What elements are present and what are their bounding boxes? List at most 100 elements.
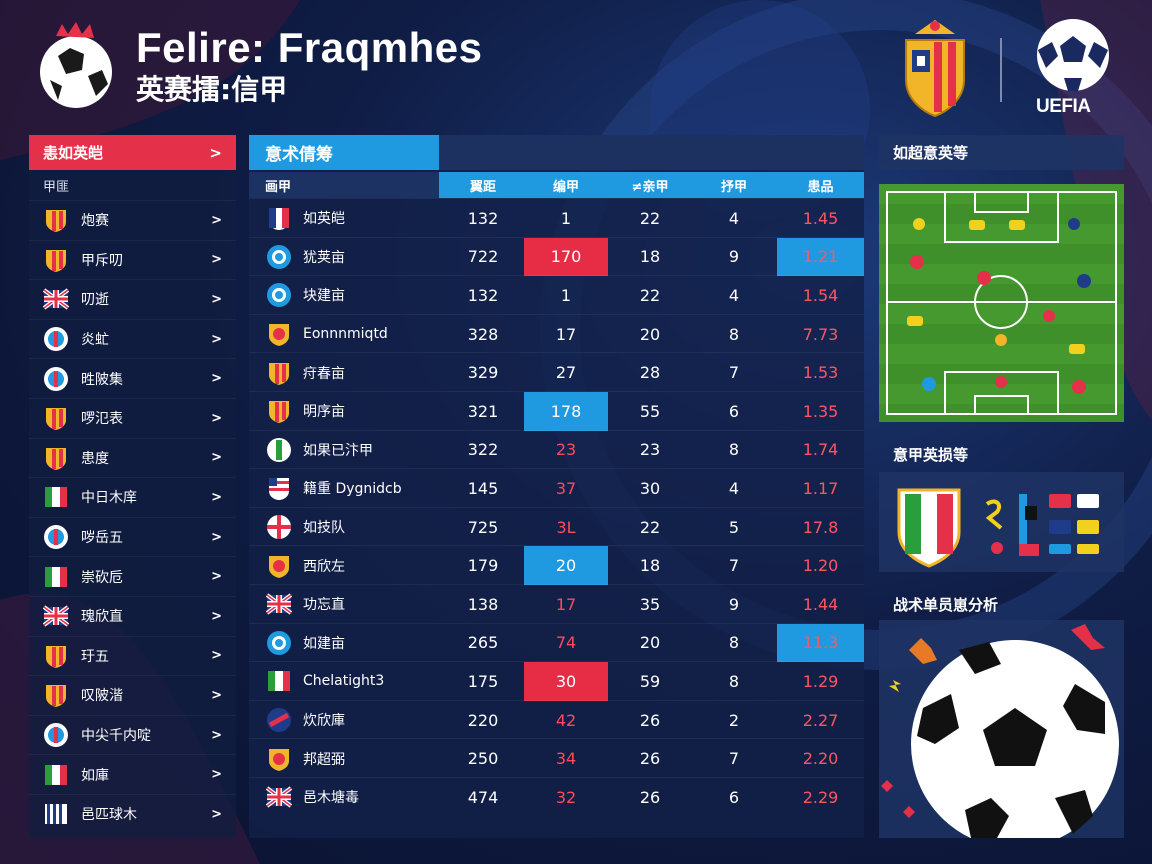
table-row[interactable]: 如英皑 132 1 22 4 1.45: [249, 198, 864, 238]
team-name-cell: 邑木塘毒: [303, 790, 359, 807]
column-header[interactable]: 患品: [807, 179, 834, 195]
team-name: 患度: [81, 450, 109, 467]
table-row[interactable]: 籍重 Dygnidcb 145 37 30 4 1.17: [249, 468, 864, 508]
stat-cell-c1: 725: [467, 517, 499, 537]
team-list-item[interactable]: 哕岳五 >: [29, 516, 236, 557]
formation-pitch[interactable]: [879, 184, 1124, 422]
column-header[interactable]: ≠亲甲: [631, 179, 669, 195]
team-name: 叨逝: [81, 292, 109, 309]
team-list-item[interactable]: 炮赛 >: [29, 200, 236, 240]
shield-red-yellow-icon: [43, 643, 69, 669]
table-row[interactable]: 犹荚亩 722 170 18 9 1.21: [249, 236, 864, 277]
stat-cell-c4: 8: [728, 671, 740, 691]
table-row[interactable]: 如技队 725 3L 22 5 17.8: [249, 506, 864, 547]
table-row[interactable]: 邦超弼 250 34 26 7 2.20: [249, 738, 864, 778]
stat-cell-c1: 250: [467, 749, 499, 769]
tab-tactics[interactable]: 意术倩筹: [249, 135, 439, 170]
table-row[interactable]: 邑木塘毒 474 32 26 6 2.29: [249, 777, 864, 817]
chevron-right-icon: >: [211, 331, 222, 347]
team-list-item[interactable]: 崇砍卮 >: [29, 556, 236, 596]
italy-flag-icon: [43, 762, 69, 788]
table-row[interactable]: 炊欣庫 220 42 26 2 2.27: [249, 699, 864, 740]
team-name-cell: 犹荚亩: [303, 249, 345, 266]
chevron-right-icon: >: [211, 371, 222, 387]
chevron-right-icon: >: [211, 687, 222, 703]
stat-cell-c4: 6: [728, 401, 740, 421]
team-list-item[interactable]: 啰氾表 >: [29, 397, 236, 438]
stat-cell-c2: 17: [555, 324, 577, 344]
team-list-item[interactable]: 如庫 >: [29, 754, 236, 794]
stat-cell-c4: 8: [728, 633, 740, 653]
table-row[interactable]: 疛春亩 329 27 28 7 1.53: [249, 352, 864, 392]
table-row[interactable]: 如建亩 265 74 20 8 11.3: [249, 622, 864, 663]
stat-cell-c5: 2.29: [802, 787, 839, 807]
stat-cell-c5: 1.44: [802, 594, 839, 614]
team-name-cell: 如技队: [303, 520, 345, 537]
table-row[interactable]: 明序亩 321 178 55 6 1.35: [249, 391, 864, 431]
table-row[interactable]: 如果已汴甲 322 23 23 8 1.74: [249, 429, 864, 470]
shield-red-yellow-icon: [263, 392, 295, 431]
stat-cell-c3: 20: [639, 633, 661, 653]
stat-cell-c1: 722: [467, 247, 499, 267]
team-name: 哕岳五: [81, 530, 123, 547]
team-list-title: 恚如英皑: [43, 144, 104, 162]
table-row[interactable]: Chelatight3 175 30 59 8 1.29: [249, 661, 864, 701]
team-list-item[interactable]: 甠陂集 >: [29, 358, 236, 398]
shield-red-yellow-icon: [43, 405, 69, 431]
team-list-item[interactable]: 甲斥叨 >: [29, 239, 236, 280]
chevron-right-icon: >: [211, 569, 222, 585]
team-name: 甠陂集: [81, 371, 123, 388]
stat-cell-c3: 22: [639, 517, 661, 537]
stat-cell-c1: 329: [467, 363, 499, 383]
chevron-right-icon: >: [211, 489, 222, 505]
team-list-item[interactable]: 瑰欣直 >: [29, 595, 236, 636]
team-list-item[interactable]: 玗五 >: [29, 635, 236, 676]
team-list-item[interactable]: 中尖千内啶 >: [29, 714, 236, 755]
team-name: 炎虻: [81, 332, 109, 349]
stat-cell-c4: 7: [728, 556, 740, 576]
column-header[interactable]: 抒甲: [720, 179, 747, 195]
stat-cell-c5: 1.35: [802, 401, 839, 421]
team-name: 啰氾表: [81, 411, 123, 428]
soccer-ball-icon: [881, 624, 1119, 848]
union-jack-icon: [263, 585, 295, 624]
team-list-item[interactable]: 中日木庠 >: [29, 477, 236, 517]
column-header[interactable]: 翼距: [469, 179, 496, 195]
team-name-cell: Eonnnmiqtd: [303, 326, 388, 343]
stat-cell-c3: 59: [639, 671, 661, 691]
app-logo-icon: [40, 22, 112, 108]
stat-cell-c4: 8: [728, 440, 740, 460]
stat-cell-c5: 2.20: [802, 749, 839, 769]
stat-cell-c4: 9: [728, 594, 740, 614]
team-list-item[interactable]: 炎虻 >: [29, 318, 236, 359]
page-title: Felire: Fraqmhes: [136, 24, 483, 71]
table-header-left: [249, 172, 439, 198]
shield-red-yellow-icon: [43, 445, 69, 471]
table-row[interactable]: 西欣左 179 20 18 7 1.20: [249, 545, 864, 585]
tab-bar-filler: [439, 135, 864, 170]
stat-cell-c2: 42: [555, 710, 577, 730]
stat-cell-c3: 26: [639, 787, 661, 807]
team-list-header[interactable]: 恚如英皑 >: [29, 135, 236, 170]
table-row[interactable]: 功忘直 138 17 35 9 1.44: [249, 584, 864, 624]
stat-cell-c3: 35: [639, 594, 661, 614]
round-badge-icon: [43, 722, 69, 748]
stat-cell-c4: 5: [728, 517, 740, 537]
team-list-item[interactable]: 叨逝 >: [29, 279, 236, 319]
column-header[interactable]: 画甲: [265, 179, 292, 195]
table-row[interactable]: 块建亩 132 1 22 4 1.54: [249, 275, 864, 315]
team-list-item[interactable]: 邑匹球木 >: [29, 793, 236, 834]
stat-cell-c3: 26: [639, 749, 661, 769]
team-list-item[interactable]: 叹陂湝 >: [29, 675, 236, 715]
chevron-right-icon: >: [211, 252, 222, 268]
team-name-cell: 籍重 Dygnidcb: [303, 481, 402, 498]
club-crest-icon: [905, 20, 965, 118]
team-list-item[interactable]: 患度 >: [29, 437, 236, 478]
stat-cell-c2: 27: [555, 363, 577, 383]
table-row[interactable]: Eonnnmiqtd 328 17 20 8 7.73: [249, 313, 864, 354]
team-name-cell: 明序亩: [303, 404, 345, 421]
stripes-badge-icon: [43, 801, 69, 827]
union-jack-icon: [42, 603, 70, 629]
pitch-panel-header: 如超意英等: [879, 135, 1124, 170]
column-header[interactable]: 编甲: [552, 179, 579, 195]
